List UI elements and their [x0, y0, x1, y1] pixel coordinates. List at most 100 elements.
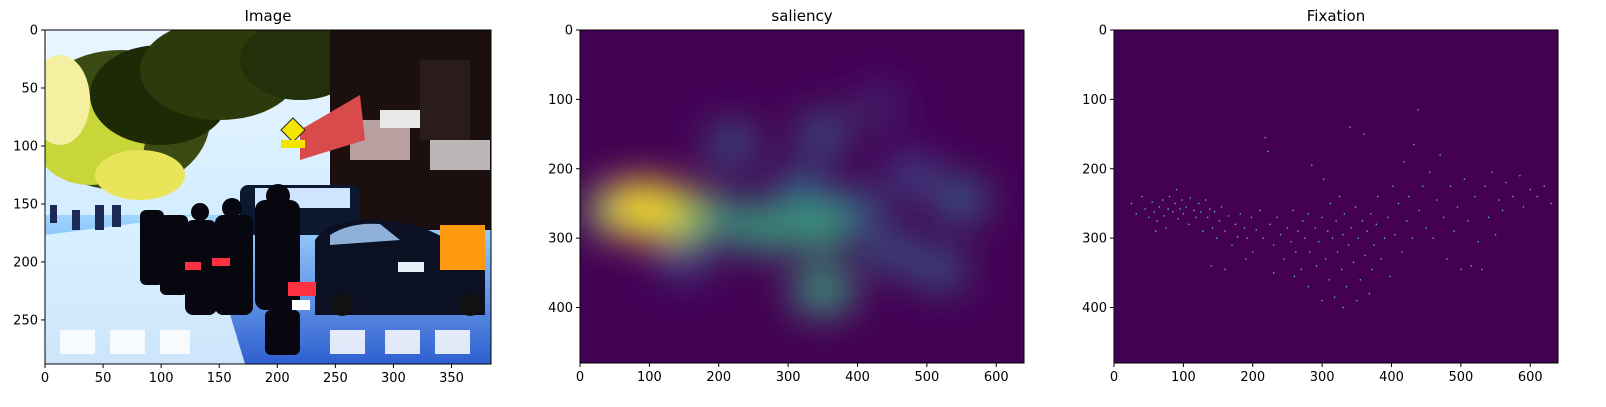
fixation-point — [1484, 185, 1486, 187]
fixation-point — [1422, 185, 1424, 187]
y-tick-label: 200 — [548, 162, 573, 177]
fixation-point — [1269, 223, 1271, 225]
fixation-point — [1295, 251, 1297, 253]
fixation-point — [1418, 209, 1420, 212]
fixation-point — [1377, 195, 1379, 198]
fixation-point — [1380, 258, 1382, 260]
saliency-blob — [855, 88, 902, 125]
fixation-point — [1403, 161, 1405, 163]
fixation-point — [1297, 230, 1299, 232]
fixation-point — [1349, 126, 1351, 128]
x-tick-label: 300 — [381, 371, 406, 386]
saliency-blob — [733, 204, 795, 251]
y-tick-label: 150 — [13, 197, 38, 212]
fixation-point — [1343, 213, 1346, 215]
fixation-point — [1335, 220, 1337, 222]
fixation-point — [1442, 216, 1445, 219]
fixation-point — [1151, 201, 1153, 203]
fixation-point — [1467, 220, 1469, 222]
fixation-point — [1334, 296, 1336, 298]
fixation-point — [1432, 237, 1434, 239]
saliency-blob — [775, 169, 829, 210]
fixation-point — [1512, 195, 1514, 198]
image-axis-ticks: 0 50 100 150 200 250 300 350 0 50 100 150 200 250 — [13, 24, 464, 387]
fixation-point — [1494, 234, 1497, 236]
fixation-point — [1408, 195, 1410, 198]
fixation-point — [1342, 234, 1344, 236]
fixation-point — [1148, 216, 1150, 219]
fixation-point — [1350, 227, 1352, 229]
fixation-point — [1336, 251, 1339, 253]
fixation-point — [1328, 279, 1330, 281]
fixation-point — [1177, 218, 1179, 220]
y-tick-label: 400 — [1082, 301, 1107, 316]
fixation-point — [1389, 275, 1391, 277]
fixation-point — [1175, 188, 1178, 191]
fixation-point — [1307, 286, 1309, 288]
fixation-point — [1354, 206, 1357, 208]
fixation-point — [1231, 244, 1233, 246]
saliency-blob — [866, 232, 918, 272]
fixation-axes-frame — [1113, 29, 1559, 364]
fixation-point — [1293, 275, 1296, 277]
fixation-point — [1435, 199, 1438, 201]
saliency-blob — [792, 266, 854, 314]
fixation-point — [1243, 227, 1246, 229]
fixation-point — [1373, 244, 1375, 246]
fixation-point — [1501, 209, 1504, 212]
x-tick-label: 200 — [265, 371, 290, 386]
y-tick-label: 100 — [13, 139, 38, 154]
x-tick-label: 300 — [1310, 370, 1335, 385]
fixation-point — [1425, 227, 1427, 229]
fixation-point — [1387, 216, 1389, 219]
fixation-point — [1491, 171, 1493, 173]
fixation-point — [1529, 188, 1531, 191]
saliency-blob — [797, 114, 849, 154]
fixation-point — [1327, 230, 1329, 232]
fixation-point — [1267, 150, 1269, 153]
fixation-point — [1144, 208, 1146, 210]
image-axes-frame — [44, 29, 492, 365]
fixation-point — [1165, 227, 1167, 229]
saliency-blob — [659, 239, 709, 278]
fixation-point — [1401, 251, 1403, 253]
fixation-point — [1481, 268, 1483, 271]
fixation-point — [1361, 220, 1364, 222]
fixation-point — [1158, 206, 1160, 208]
fixation-point — [1272, 272, 1275, 274]
fixation-point — [1264, 136, 1266, 139]
y-tick-label: 100 — [1082, 93, 1107, 108]
fixation-point — [1163, 215, 1165, 217]
fixation-point — [1193, 209, 1195, 212]
x-tick-label: 600 — [984, 370, 1009, 385]
fixation-point — [1153, 211, 1155, 213]
fixation-point — [1321, 216, 1323, 219]
y-tick-label: 200 — [1082, 162, 1107, 177]
fixation-point — [1161, 199, 1164, 201]
x-tick-label: 300 — [776, 370, 801, 385]
x-tick-label: 0 — [1110, 370, 1118, 385]
fixation-point — [1156, 220, 1158, 222]
fixation-point — [1329, 202, 1332, 205]
fixation-point — [1397, 202, 1400, 205]
fixation-point — [1519, 175, 1521, 177]
fixation-point — [1234, 223, 1237, 225]
fixation-point — [1168, 195, 1171, 198]
fixation-point — [1453, 230, 1455, 232]
x-tick-label: 500 — [914, 370, 939, 385]
fixation-point — [1307, 213, 1309, 215]
fixation-point — [1204, 199, 1207, 201]
fixation-point — [1456, 206, 1459, 208]
fixation-point — [1202, 230, 1204, 232]
fixation-point — [1449, 185, 1452, 187]
saliency-axes-frame — [579, 29, 1025, 364]
fixation-point — [1302, 220, 1304, 222]
saliency-blob — [915, 249, 967, 289]
fixation-point — [1135, 213, 1137, 215]
fixation-point — [1195, 216, 1197, 219]
fixation-point — [1259, 209, 1261, 212]
fixation-point — [1347, 244, 1350, 246]
y-tick-label: 250 — [13, 313, 38, 328]
fixation-point — [1315, 265, 1318, 267]
